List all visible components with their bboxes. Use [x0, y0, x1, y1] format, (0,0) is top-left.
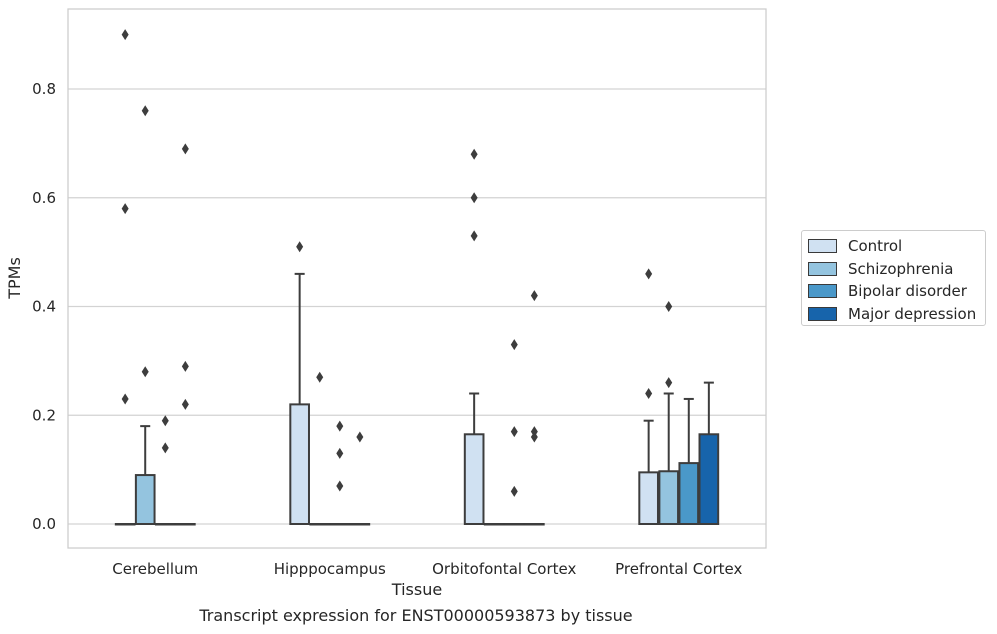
outlier-point [510, 485, 518, 497]
x-tick-label: Hipppocampus [274, 560, 386, 578]
legend-swatch-schizophrenia [808, 261, 837, 276]
box-group [114, 29, 136, 526]
box-group [638, 268, 659, 525]
x-axis-label: Tissue [391, 580, 442, 599]
legend-label-schizophrenia: Schizophrenia [848, 259, 954, 278]
outlier-point [336, 480, 344, 492]
box-rect [289, 403, 310, 525]
outlier-point [161, 415, 169, 427]
box-group [329, 420, 351, 526]
outlier-point [336, 447, 344, 459]
legend-item-schizophrenia: Schizophrenia [808, 258, 979, 281]
outlier-point [121, 203, 129, 215]
box-group [678, 397, 700, 526]
outlier-point [665, 377, 673, 389]
box-rect [658, 470, 680, 526]
box-group [175, 143, 196, 526]
outlier-point [470, 230, 478, 242]
y-tick-label: 0.8 [32, 80, 56, 98]
outlier-point [665, 301, 673, 312]
y-tick-label: 0.2 [32, 406, 56, 424]
outlier-point [510, 339, 518, 351]
box-group [134, 105, 156, 525]
box-group [154, 415, 176, 526]
outlier-point [530, 431, 538, 443]
box-group [349, 431, 371, 526]
box-groups [114, 29, 720, 526]
box-rect [638, 471, 659, 525]
outlier-point [645, 388, 653, 399]
legend-swatch-major-depression [808, 306, 837, 321]
outlier-point [121, 29, 129, 41]
outlier-point [121, 393, 129, 405]
box-rect [463, 433, 485, 525]
outlier-point [181, 360, 189, 372]
outlier-point [141, 366, 149, 378]
y-tick-label: 0.0 [32, 515, 56, 533]
chart-caption: Transcript expression for ENST0000059387… [199, 606, 633, 625]
outlier-point [645, 268, 653, 280]
box-group [503, 339, 525, 526]
outlier-point [470, 148, 478, 160]
legend-item-major-depression: Major depression [808, 303, 979, 326]
y-axis-label: TPMs [5, 257, 24, 300]
legend-label-control: Control [848, 237, 903, 256]
outlier-point [181, 398, 189, 410]
x-tick-labels: Cerebellum Hipppocampus Orbitofontal Corte… [112, 560, 742, 578]
x-tick-label: Cerebellum [112, 560, 198, 578]
outlier-point [510, 426, 518, 438]
box-group [289, 241, 310, 525]
box-group [658, 301, 680, 526]
legend: Control Schizophrenia Bipolar disorder M… [801, 230, 986, 326]
box-rect [134, 474, 156, 525]
box-group [524, 290, 545, 526]
legend-swatch-control [808, 239, 837, 254]
box-group [483, 523, 505, 526]
outlier-point [161, 442, 169, 454]
legend-label-major-depression: Major depression [848, 304, 977, 323]
plot-frame [67, 8, 767, 549]
legend-label-bipolar: Bipolar disorder [848, 282, 967, 301]
outlier-point [530, 290, 538, 302]
outlier-point [316, 371, 324, 383]
box-group [309, 371, 331, 526]
outlier-point [336, 420, 344, 432]
legend-swatch-bipolar [808, 284, 837, 299]
grid-lines [68, 88, 766, 525]
outlier-point [141, 105, 149, 117]
outlier-point [356, 431, 364, 443]
legend-item-bipolar: Bipolar disorder [808, 280, 979, 303]
box-group [698, 381, 720, 525]
box-group [463, 148, 485, 525]
outlier-point [181, 143, 189, 155]
y-tick-label: 0.4 [32, 298, 56, 316]
y-tick-labels: 0.0 0.2 0.4 0.6 0.8 [32, 80, 56, 533]
box-rect [698, 433, 720, 525]
box-rect [678, 462, 700, 526]
x-tick-label: Prefrontal Cortex [615, 560, 742, 578]
legend-item-control: Control [808, 235, 979, 258]
y-tick-label: 0.6 [32, 189, 56, 207]
outlier-point [470, 192, 478, 204]
outlier-point [296, 241, 304, 253]
x-tick-label: Orbitofontal Cortex [432, 560, 576, 578]
